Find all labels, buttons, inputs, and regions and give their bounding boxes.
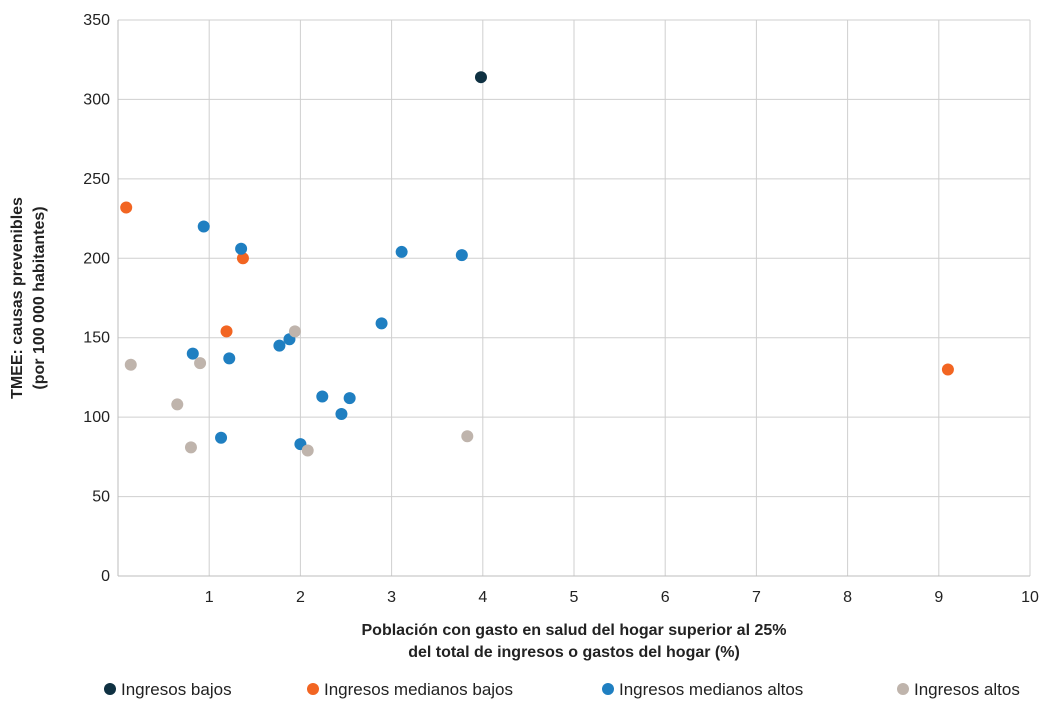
legend-item: Ingresos medianos bajos: [307, 680, 513, 699]
data-point: [184, 441, 197, 454]
data-point: [235, 242, 248, 255]
data-point: [124, 358, 137, 371]
data-point: [455, 249, 468, 262]
data-point: [171, 398, 184, 411]
axis-titles: Población con gasto en salud del hogar s…: [9, 197, 786, 661]
x-tick-label: 9: [934, 589, 943, 606]
x-tick-label: 2: [296, 589, 305, 606]
x-tick-label: 7: [752, 589, 761, 606]
y-tick-label: 0: [101, 568, 110, 585]
legend-label: Ingresos medianos altos: [619, 680, 803, 699]
legend-item: Ingresos bajos: [104, 680, 232, 699]
x-tick-label: 3: [387, 589, 396, 606]
legend-label: Ingresos altos: [914, 680, 1020, 699]
legend-label: Ingresos medianos bajos: [324, 680, 513, 699]
y-tick-label: 250: [83, 171, 110, 188]
data-point: [273, 339, 286, 352]
legend-marker: [602, 683, 614, 695]
data-point: [301, 444, 314, 457]
data-point: [220, 325, 233, 338]
data-point: [474, 71, 487, 84]
y-axis-title: (por 100 000 habitantes): [31, 206, 48, 389]
data-point: [236, 252, 249, 265]
x-axis-title: Población con gasto en salud del hogar s…: [362, 622, 787, 639]
data-point: [120, 201, 133, 214]
x-tick-label: 1: [205, 589, 214, 606]
data-points: [120, 71, 954, 457]
y-tick-label: 150: [83, 330, 110, 347]
x-tick-label: 8: [843, 589, 852, 606]
data-point: [316, 390, 329, 403]
legend-item: Ingresos medianos altos: [602, 680, 803, 699]
y-tick-label: 200: [83, 250, 110, 267]
y-axis-title: TMEE: causas prevenibles: [9, 197, 26, 399]
y-tick-label: 100: [83, 409, 110, 426]
data-point: [461, 430, 474, 443]
y-tick-label: 50: [92, 489, 110, 506]
data-point: [215, 431, 228, 444]
x-axis-title: del total de ingresos o gastos del hogar…: [408, 644, 740, 661]
x-tick-label: 5: [570, 589, 579, 606]
data-point: [375, 317, 388, 330]
tick-labels: 0 50 100 150 200 250 300 350 1 2 3 4 5 6 7 8 9 10: [83, 12, 1039, 606]
legend-marker: [307, 683, 319, 695]
legend-marker: [104, 683, 116, 695]
data-point: [288, 325, 301, 338]
x-tick-label: 4: [478, 589, 487, 606]
data-point: [197, 220, 210, 233]
grid: [118, 19, 1031, 576]
legend-marker: [897, 683, 909, 695]
data-point: [343, 392, 356, 405]
y-tick-label: 350: [83, 12, 110, 29]
x-tick-label: 6: [661, 589, 670, 606]
data-point: [941, 363, 954, 376]
axes: [117, 20, 1030, 577]
data-point: [395, 245, 408, 258]
legend: Ingresos bajos Ingresos medianos bajos Ing…: [104, 680, 1020, 699]
data-point: [186, 347, 199, 360]
data-point: [194, 357, 207, 370]
data-point: [223, 352, 236, 365]
legend-label: Ingresos bajos: [121, 680, 232, 699]
y-tick-label: 300: [83, 91, 110, 108]
x-tick-label: 10: [1021, 589, 1039, 606]
data-point: [335, 407, 348, 420]
legend-item: Ingresos altos: [897, 680, 1020, 699]
